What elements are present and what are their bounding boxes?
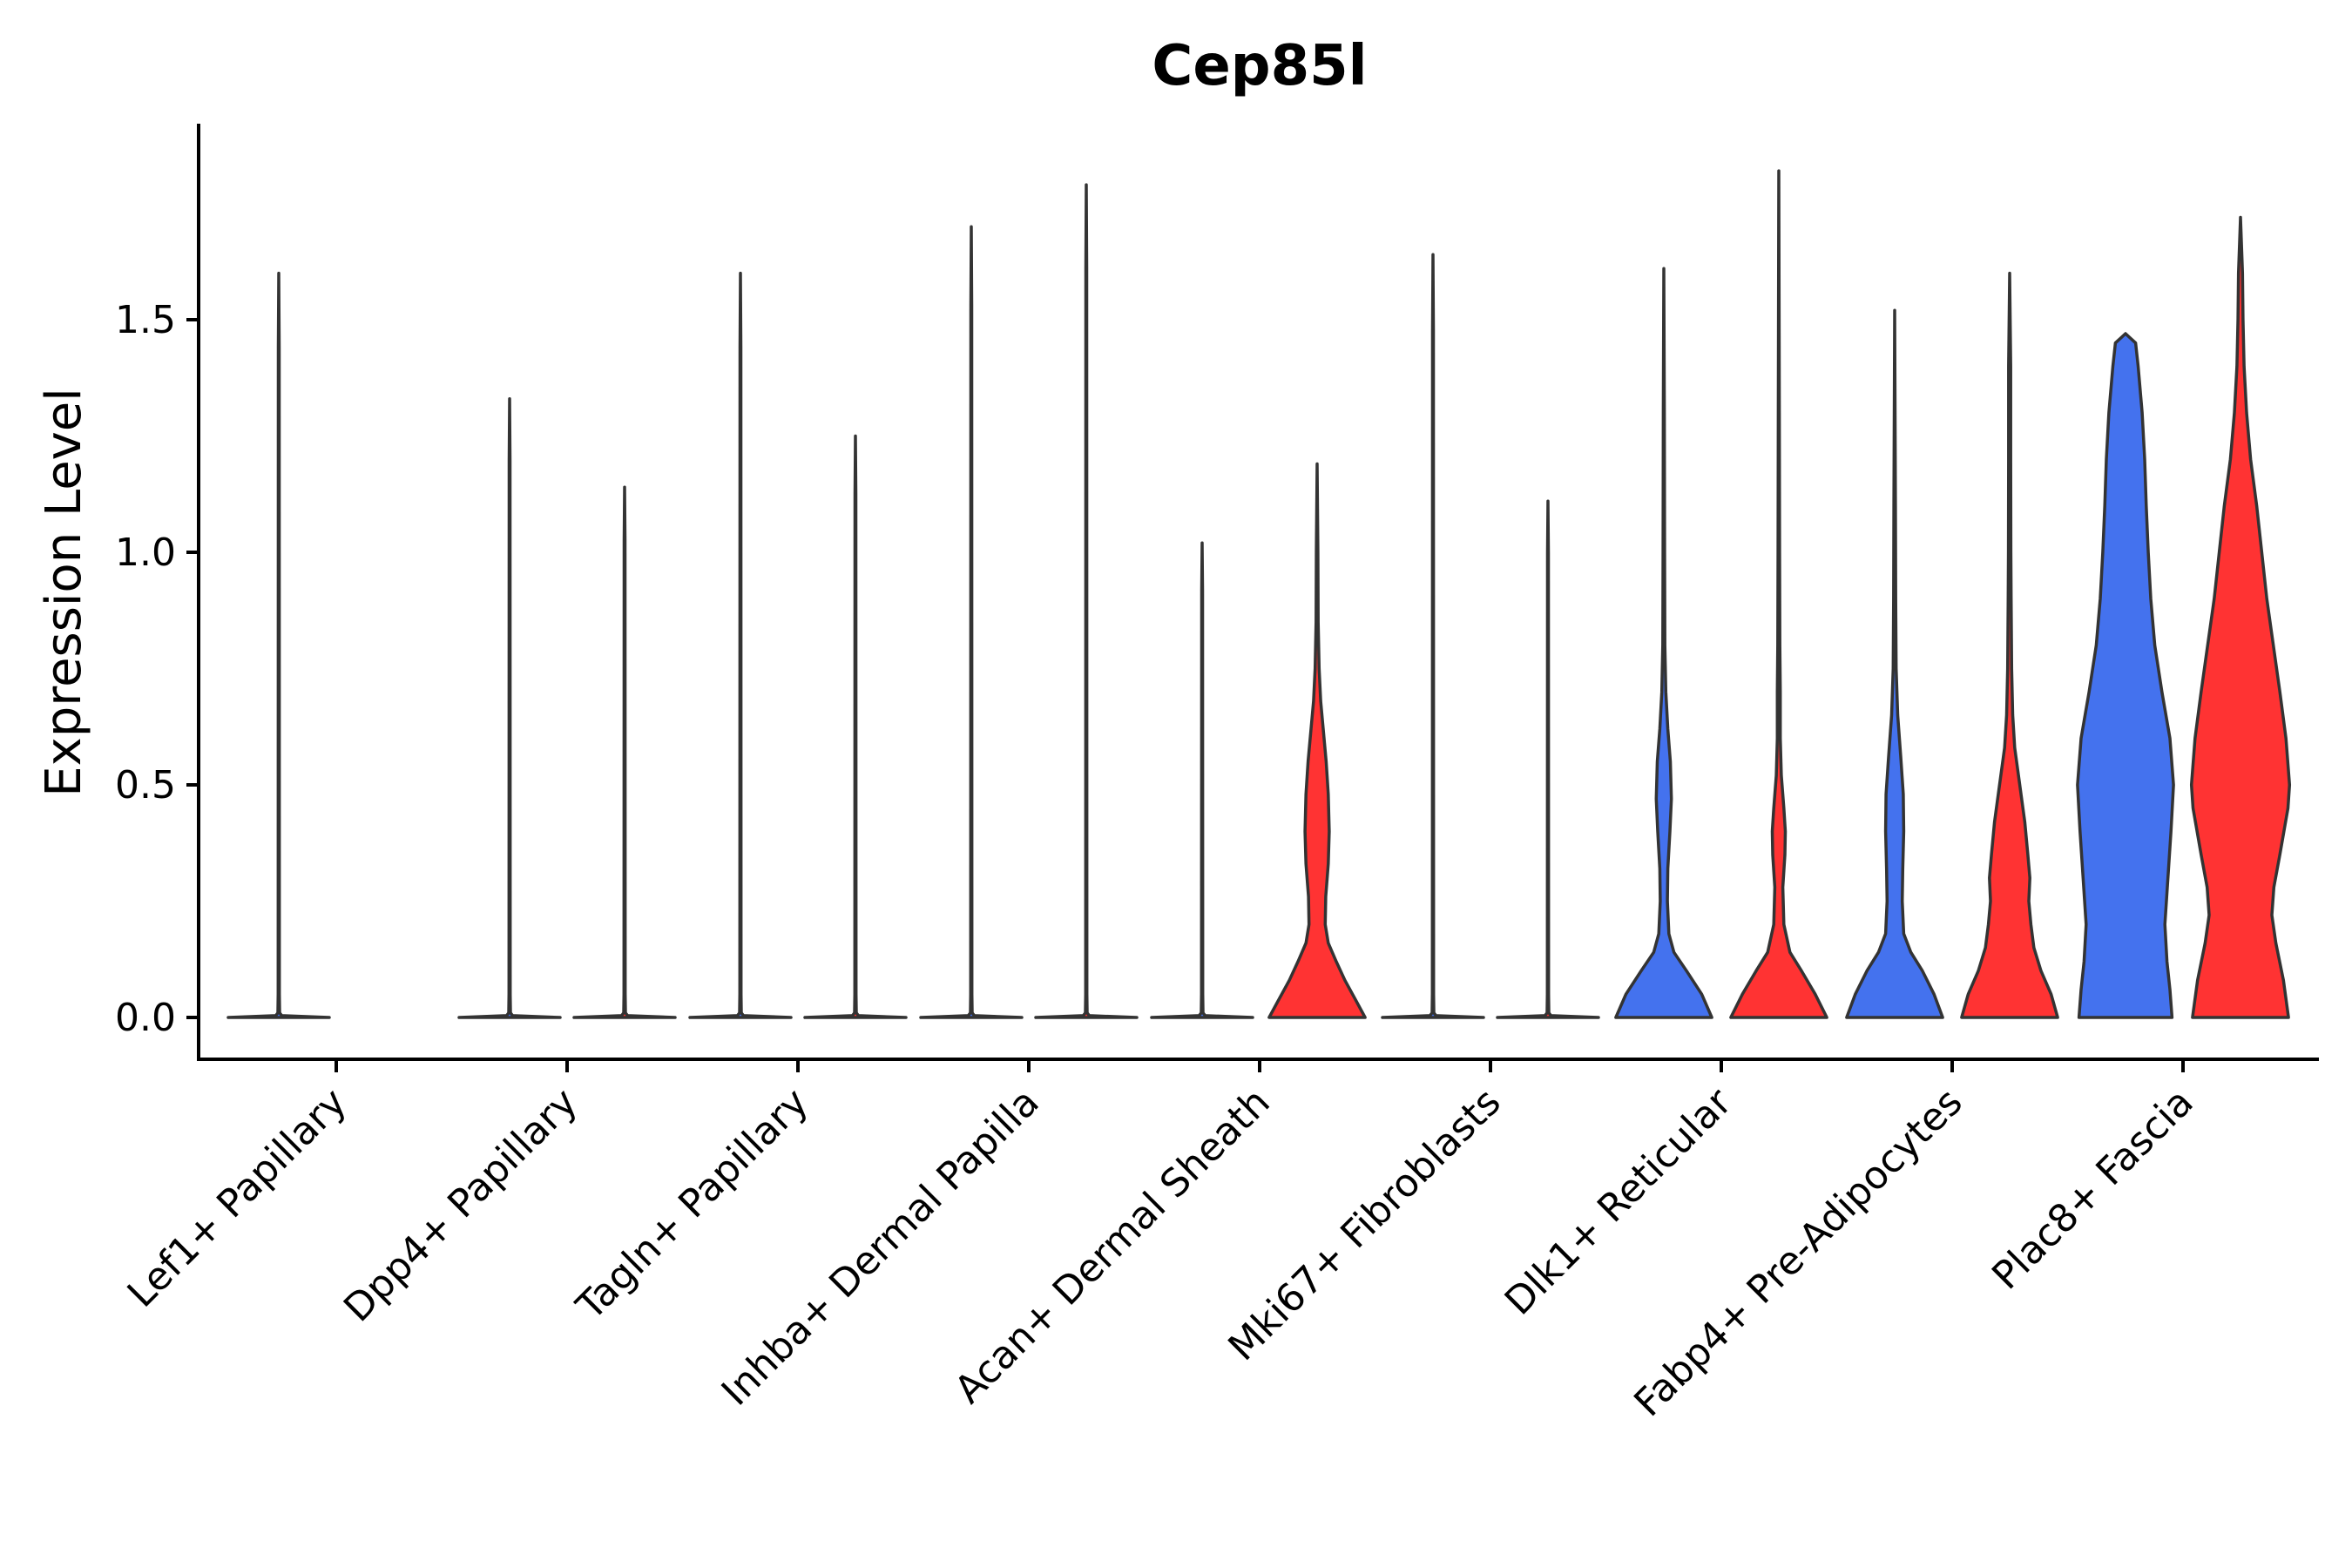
violin-group2-2 [803, 434, 908, 1019]
violin-group2-8 [2189, 215, 2292, 1019]
chart-title: Cep85l [1152, 34, 1367, 98]
x-tick-label: Lef1+ Papillary [119, 1080, 355, 1316]
y-tick-label: 0.0 [115, 996, 176, 1040]
y-ticks: 0.0 0.5 1.0 1.5 [115, 298, 199, 1040]
violin-group1-2 [688, 271, 793, 1019]
x-tick-label: Plac8+ Fascia [1984, 1080, 2202, 1299]
x-tick-label: Dlk1+ Reticular [1497, 1079, 1741, 1324]
y-tick-label: 1.5 [115, 298, 176, 342]
violin-group1-8 [2076, 332, 2175, 1019]
y-tick-label: 0.5 [115, 763, 176, 808]
violin-group1-6 [1614, 267, 1713, 1019]
x-tick-label: Tagln+ Papillary [568, 1080, 817, 1329]
violin-group2-7 [1960, 271, 2059, 1019]
violin-group2-6 [1729, 169, 1828, 1019]
violin-group [226, 169, 2292, 1019]
violin-group1-4 [1150, 541, 1254, 1019]
y-tick-label: 1.0 [115, 531, 176, 575]
violin-group1-3 [919, 225, 1024, 1019]
violin-group1-0 [226, 271, 331, 1019]
violin-group2-4 [1267, 462, 1367, 1019]
violin-group1-5 [1381, 253, 1485, 1019]
y-axis-label: Expression Level [36, 388, 92, 797]
violin-group1-7 [1845, 308, 1944, 1019]
x-tick-label: Dpp4+ Papillary [335, 1080, 586, 1331]
violin-group2-3 [1034, 183, 1139, 1019]
violin-group2-5 [1496, 499, 1600, 1019]
violin-group2-1 [572, 485, 677, 1019]
violin-group1-1 [457, 397, 562, 1019]
